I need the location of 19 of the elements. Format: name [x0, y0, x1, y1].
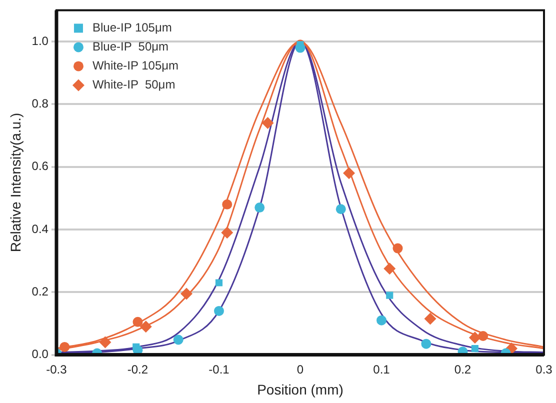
- y-tick-label: 1.0: [32, 34, 49, 48]
- y-tick-label: 0.6: [32, 159, 49, 174]
- x-tick-label: 0.1: [373, 362, 390, 376]
- y-tick-label: 0.2: [32, 284, 49, 298]
- legend-label: White-IP 105μm: [92, 58, 179, 73]
- y-tick-label: 0.0: [32, 347, 49, 362]
- y-axis-title: Relative Intensity(a.u.): [7, 112, 24, 252]
- x-tick-label: -0.2: [127, 362, 148, 376]
- legend-label: Blue-IP 105μm: [92, 20, 172, 35]
- y-tick-label: 0.8: [32, 96, 49, 110]
- y-tick-label: 0.4: [32, 222, 49, 236]
- x-axis-title: Position (mm): [257, 381, 344, 398]
- x-tick-label: -0.1: [208, 362, 230, 376]
- legend-label: Blue-IP 50μm: [92, 40, 169, 54]
- x-tick-label: 0: [296, 362, 304, 376]
- legend-label: White-IP 50μm: [92, 78, 176, 92]
- x-tick-label: 0.3: [536, 362, 553, 376]
- x-tick-label: -0.3: [46, 362, 68, 376]
- x-tick-label: 0.2: [454, 362, 472, 376]
